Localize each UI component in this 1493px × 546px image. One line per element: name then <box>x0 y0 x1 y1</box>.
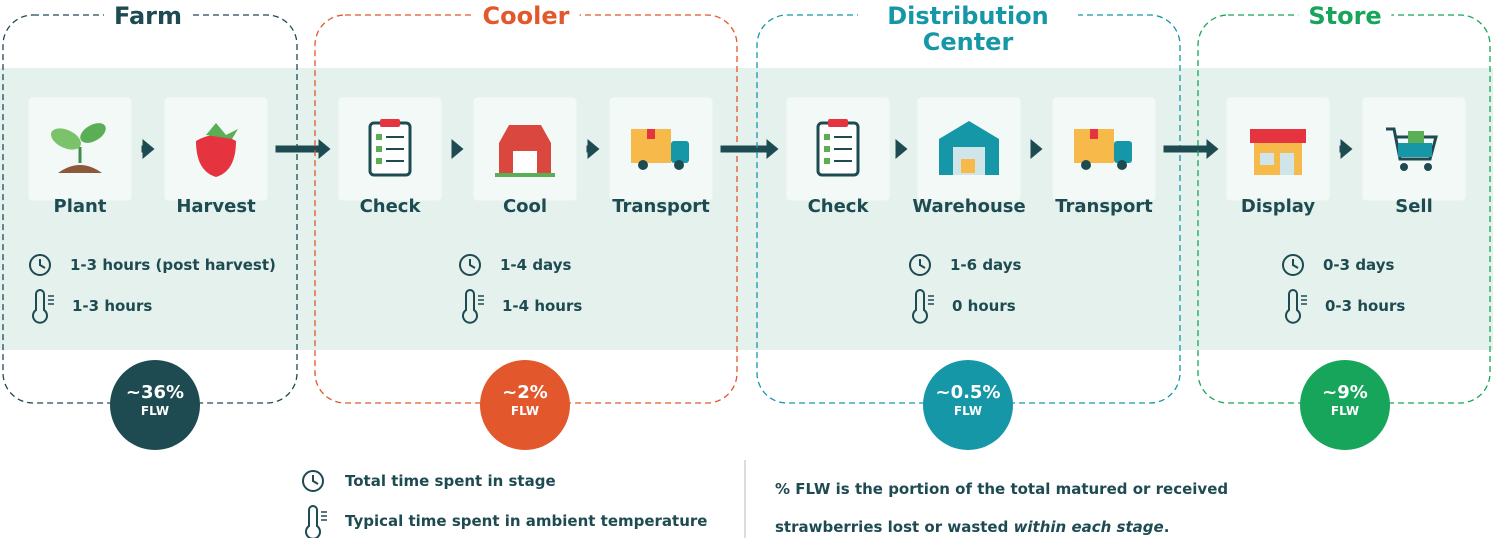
flw-label: FLW <box>126 402 184 420</box>
clip <box>828 119 848 127</box>
stage-title: Distribution Center <box>858 3 1078 55</box>
window <box>1260 153 1274 165</box>
time-text: 1-3 hours (post harvest) <box>70 256 276 274</box>
time-text: 1-4 days <box>500 256 571 274</box>
door <box>1280 153 1294 175</box>
flw-badge-text: ~0.5%FLW <box>935 384 1000 420</box>
flw-badge-text: ~9%FLW <box>1322 384 1368 420</box>
clock-hands <box>313 475 318 484</box>
grass <box>495 173 555 177</box>
wheel <box>1117 160 1127 170</box>
tick <box>376 146 382 152</box>
flw-value: ~2% <box>502 382 548 403</box>
therm-ticks <box>321 512 327 520</box>
tick <box>376 134 382 140</box>
step-label: Cool <box>503 196 547 217</box>
flw-label: FLW <box>1322 402 1368 420</box>
step-label: Warehouse <box>912 196 1025 217</box>
note: % FLW is the portion of the total mature… <box>775 470 1235 546</box>
therm-body <box>306 506 320 538</box>
cab <box>671 141 689 163</box>
label <box>647 129 655 139</box>
wheel <box>1081 160 1091 170</box>
box <box>961 159 975 173</box>
step-label: Check <box>360 196 421 217</box>
tick <box>824 134 830 140</box>
ambient-text: 0-3 hours <box>1325 297 1405 315</box>
stage-title: Cooler <box>473 3 580 29</box>
wheel <box>674 160 684 170</box>
clip <box>380 119 400 127</box>
flw-value: ~9% <box>1322 382 1368 403</box>
legend-ambient: Typical time spent in ambient temperatur… <box>345 512 707 530</box>
cab <box>1114 141 1132 163</box>
wheel <box>1424 163 1432 171</box>
wheel <box>638 160 648 170</box>
basket <box>1398 143 1432 157</box>
step-label: Transport <box>1055 196 1153 217</box>
flw-value: ~36% <box>126 382 184 403</box>
step-label: Harvest <box>176 196 255 217</box>
step-label: Check <box>808 196 869 217</box>
label <box>1090 129 1098 139</box>
thermometer-icon <box>306 506 327 538</box>
clock-icon <box>303 471 323 491</box>
ambient-text: 1-4 hours <box>502 297 582 315</box>
step-label: Transport <box>612 196 710 217</box>
tick <box>824 146 830 152</box>
legend-time: Total time spent in stage <box>345 472 556 490</box>
goods <box>1408 131 1424 143</box>
time-text: 1-6 days <box>950 256 1021 274</box>
time-text: 0-3 days <box>1323 256 1394 274</box>
step-label: Display <box>1241 196 1315 217</box>
step-label: Plant <box>54 196 107 217</box>
tick <box>376 158 382 164</box>
step-label: Sell <box>1395 196 1433 217</box>
tick <box>824 158 830 164</box>
note-end: . <box>1164 518 1170 536</box>
flw-value: ~0.5% <box>935 382 1000 403</box>
stage-title: Farm <box>104 3 192 29</box>
note-emphasis: within each stage <box>1014 518 1164 536</box>
awning <box>1250 129 1306 143</box>
flw-label: FLW <box>935 402 1000 420</box>
stage-title: Store <box>1298 3 1391 29</box>
ambient-text: 1-3 hours <box>72 297 152 315</box>
flw-badge-text: ~36%FLW <box>126 384 184 420</box>
flw-label: FLW <box>502 402 548 420</box>
ambient-text: 0 hours <box>952 297 1016 315</box>
flw-badge-text: ~2%FLW <box>502 384 548 420</box>
wheel <box>1400 163 1408 171</box>
infographic: % FLW is the portion of the total mature… <box>0 0 1493 538</box>
door <box>513 151 537 173</box>
